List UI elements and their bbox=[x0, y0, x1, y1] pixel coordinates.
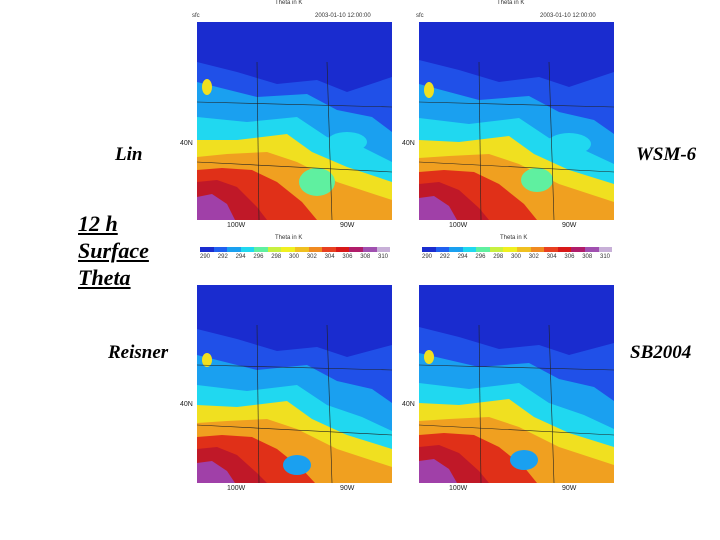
colorbar-ticks: 290 292 294 296 298 300 302 304 306 308 310 bbox=[422, 254, 612, 262]
colorbar-swatch bbox=[449, 247, 463, 252]
colorbar-swatch bbox=[503, 247, 518, 252]
colorbar-swatch bbox=[267, 247, 282, 252]
main-title-label: 12 h Surface Theta bbox=[78, 210, 149, 291]
colorbar-tick-label: 310 bbox=[378, 254, 389, 260]
map-sb2004 bbox=[419, 285, 614, 483]
colorbar bbox=[200, 247, 391, 252]
colorbar-swatch bbox=[584, 247, 599, 252]
colorbar-tick-label: 294 bbox=[457, 254, 468, 260]
colorbar-swatch bbox=[227, 247, 241, 252]
colorbar-swatch bbox=[240, 247, 255, 252]
colorbar-title: Theta in K bbox=[275, 235, 303, 241]
colorbar-tick-label: 290 bbox=[200, 254, 211, 260]
theta-field-map bbox=[419, 22, 614, 220]
colorbar-swatch bbox=[489, 247, 504, 252]
colorbar-swatch bbox=[571, 247, 585, 252]
panel-wsm6: sfc Theta in K 2003-01-10 12:00:00 40N 1… bbox=[402, 0, 617, 265]
lat-label: 40N bbox=[180, 140, 193, 147]
scheme-label-wsm6: WSM-6 bbox=[636, 144, 697, 165]
colorbar-swatch bbox=[322, 247, 336, 252]
colorbar-swatch bbox=[281, 247, 296, 252]
lat-label: 40N bbox=[402, 401, 415, 408]
colorbar-tick-label: 302 bbox=[306, 254, 317, 260]
colorbar-tick-label: 292 bbox=[217, 254, 228, 260]
colorbar-swatch bbox=[349, 247, 363, 252]
colorbar-tick-label: 290 bbox=[422, 254, 433, 260]
main-title-line-3: Theta bbox=[78, 265, 131, 290]
panel-reisner: 40N 100W 90W bbox=[180, 275, 395, 500]
scheme-label-lin: Lin bbox=[115, 144, 143, 165]
main-title-line-2: Surface bbox=[78, 238, 149, 263]
panel-header-left: sfc bbox=[416, 13, 424, 19]
colorbar-swatch bbox=[462, 247, 477, 252]
colorbar-title: Theta in K bbox=[500, 235, 528, 241]
colorbar-tick-label: 298 bbox=[271, 254, 282, 260]
colorbar-swatch bbox=[376, 247, 391, 252]
colorbar-swatch bbox=[422, 247, 436, 252]
lon-label-east: 90W bbox=[562, 222, 577, 229]
lon-label-east: 90W bbox=[340, 222, 355, 229]
colorbar-swatch bbox=[530, 247, 545, 252]
lon-label-west: 100W bbox=[227, 485, 246, 492]
colorbar-swatch bbox=[200, 247, 214, 252]
lon-label-west: 100W bbox=[227, 222, 246, 229]
colorbar-tick-label: 298 bbox=[493, 254, 504, 260]
colorbar-tick-label: 308 bbox=[582, 254, 593, 260]
colorbar-swatch bbox=[435, 247, 450, 252]
panel-header-left: sfc bbox=[192, 13, 200, 19]
colorbar-tick-label: 310 bbox=[600, 254, 611, 260]
panel-sb2004: 40N 100W 90W bbox=[402, 275, 617, 500]
lon-label-east: 90W bbox=[340, 485, 355, 492]
map-reisner bbox=[197, 285, 392, 483]
colorbar-swatch bbox=[517, 247, 531, 252]
colorbar-tick-label: 308 bbox=[360, 254, 371, 260]
colorbar-tick-label: 292 bbox=[439, 254, 450, 260]
lat-label: 40N bbox=[180, 401, 193, 408]
colorbar bbox=[422, 247, 613, 252]
colorbar-tick-label: 306 bbox=[564, 254, 575, 260]
panel-time: 2003-01-10 12:00:00 bbox=[540, 13, 596, 19]
colorbar-tick-label: 304 bbox=[324, 254, 335, 260]
map-lin bbox=[197, 22, 392, 220]
panel-title: Theta in K bbox=[275, 0, 303, 6]
main-title-line-1: 12 h bbox=[78, 211, 118, 236]
colorbar-swatch bbox=[308, 247, 323, 252]
colorbar-swatch bbox=[254, 247, 268, 252]
colorbar-tick-label: 294 bbox=[235, 254, 246, 260]
colorbar-tick-label: 302 bbox=[528, 254, 539, 260]
colorbar-swatch bbox=[362, 247, 377, 252]
colorbar-ticks: 290 292 294 296 298 300 302 304 306 308 310 bbox=[200, 254, 390, 262]
colorbar-swatch bbox=[598, 247, 613, 252]
colorbar-tick-label: 300 bbox=[511, 254, 522, 260]
colorbar-tick-label: 296 bbox=[253, 254, 264, 260]
scheme-label-reisner: Reisner bbox=[108, 342, 169, 363]
scheme-label-sb2004: SB2004 bbox=[630, 342, 692, 363]
colorbar-swatch bbox=[335, 247, 350, 252]
map-wsm6 bbox=[419, 22, 614, 220]
colorbar-swatch bbox=[557, 247, 572, 252]
theta-field-map bbox=[419, 285, 614, 483]
lon-label-east: 90W bbox=[562, 485, 577, 492]
panel-title: Theta in K bbox=[497, 0, 525, 6]
colorbar-tick-label: 296 bbox=[475, 254, 486, 260]
colorbar-tick-label: 300 bbox=[289, 254, 300, 260]
colorbar-swatch bbox=[476, 247, 490, 252]
colorbar-swatch bbox=[544, 247, 558, 252]
colorbar-tick-label: 306 bbox=[342, 254, 353, 260]
colorbar-swatch bbox=[295, 247, 309, 252]
lat-label: 40N bbox=[402, 140, 415, 147]
theta-field-map bbox=[197, 285, 392, 483]
theta-field-map bbox=[197, 22, 392, 220]
panel-time: 2003-01-10 12:00:00 bbox=[315, 13, 371, 19]
lon-label-west: 100W bbox=[449, 222, 468, 229]
colorbar-swatch bbox=[213, 247, 228, 252]
panel-lin: sfc Theta in K 2003-01-10 12:00:00 40N 1… bbox=[180, 0, 395, 265]
colorbar-tick-label: 304 bbox=[546, 254, 557, 260]
lon-label-west: 100W bbox=[449, 485, 468, 492]
